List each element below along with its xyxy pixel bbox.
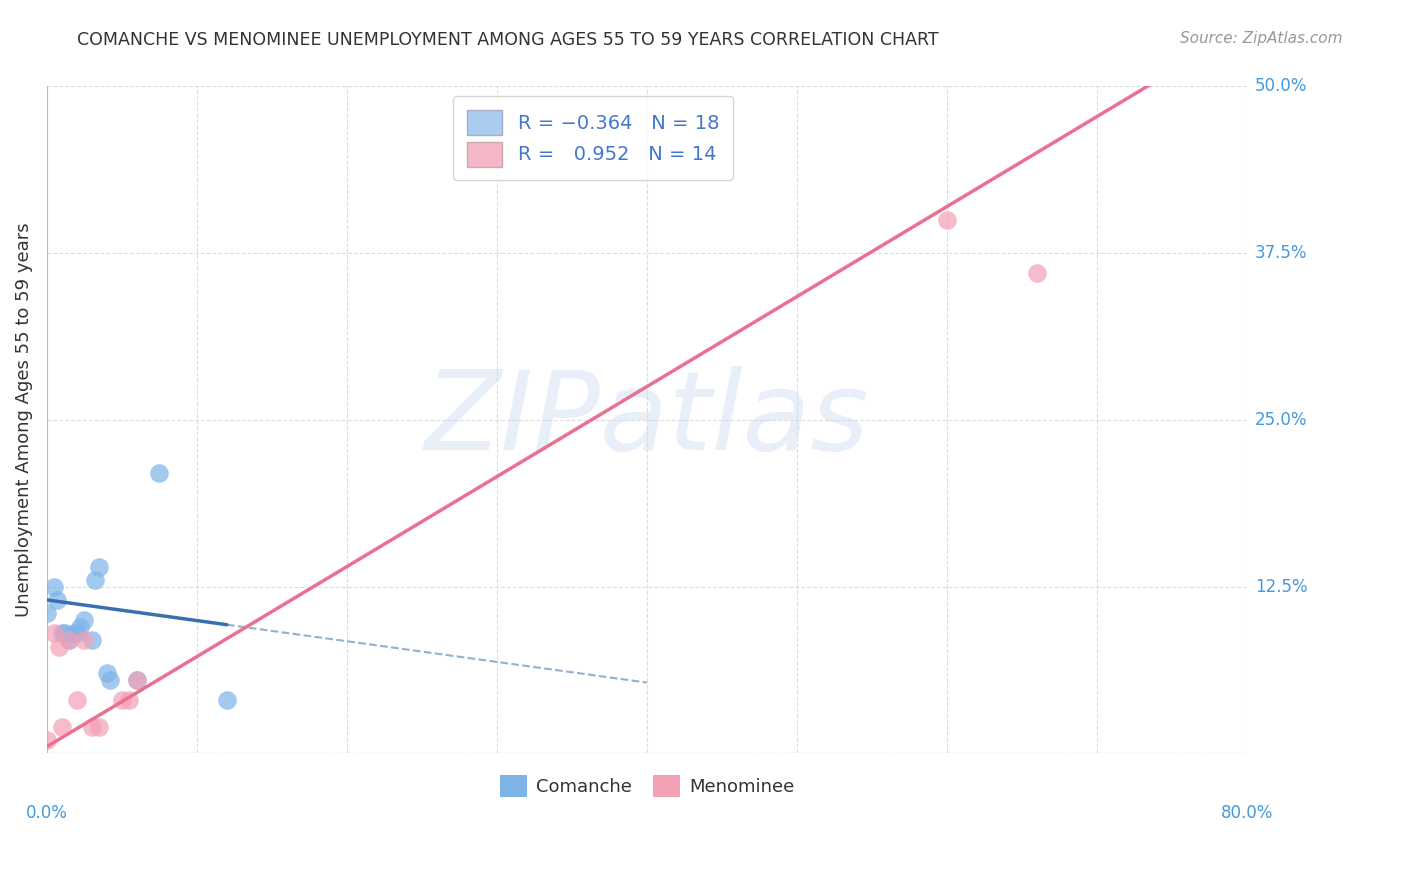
Point [48,640,70,654]
Point [148,467,170,481]
Point [63,626,86,640]
Point [1026,266,1049,280]
Point [69,619,91,633]
Point [66,626,89,640]
Text: Source: ZipAtlas.com: Source: ZipAtlas.com [1180,31,1343,46]
Point [96,666,118,681]
Point [80,720,103,734]
Legend: Comanche, Menominee: Comanche, Menominee [492,768,801,805]
Point [35,733,58,747]
Point [215,693,238,707]
Point [98,673,121,687]
Text: COMANCHE VS MENOMINEE UNEMPLOYMENT AMONG AGES 55 TO 59 YEARS CORRELATION CHART: COMANCHE VS MENOMINEE UNEMPLOYMENT AMONG… [77,31,939,49]
Point [89,559,111,574]
Y-axis label: Unemployment Among Ages 55 to 59 years: Unemployment Among Ages 55 to 59 years [15,222,32,617]
Point [125,673,148,687]
Point [125,673,148,687]
Point [66,693,89,707]
Point [51,720,73,734]
Text: 80.0%: 80.0% [1220,804,1274,822]
Point [35,606,58,620]
Text: 50.0%: 50.0% [1254,78,1308,95]
Point [118,693,141,707]
Point [89,720,111,734]
Text: ZIPatlas: ZIPatlas [425,367,869,474]
Point [46,593,69,607]
Point [73,613,96,627]
Text: 0.0%: 0.0% [25,804,67,822]
Point [58,632,80,647]
Point [51,626,73,640]
Point [83,573,105,587]
Point [936,212,959,227]
Point [44,626,66,640]
Point [73,632,96,647]
Point [80,632,103,647]
Text: 37.5%: 37.5% [1254,244,1308,262]
Point [58,632,80,647]
Point [111,693,134,707]
Point [44,580,66,594]
Point [53,626,76,640]
Text: 25.0%: 25.0% [1254,411,1308,429]
Text: 12.5%: 12.5% [1254,578,1308,596]
